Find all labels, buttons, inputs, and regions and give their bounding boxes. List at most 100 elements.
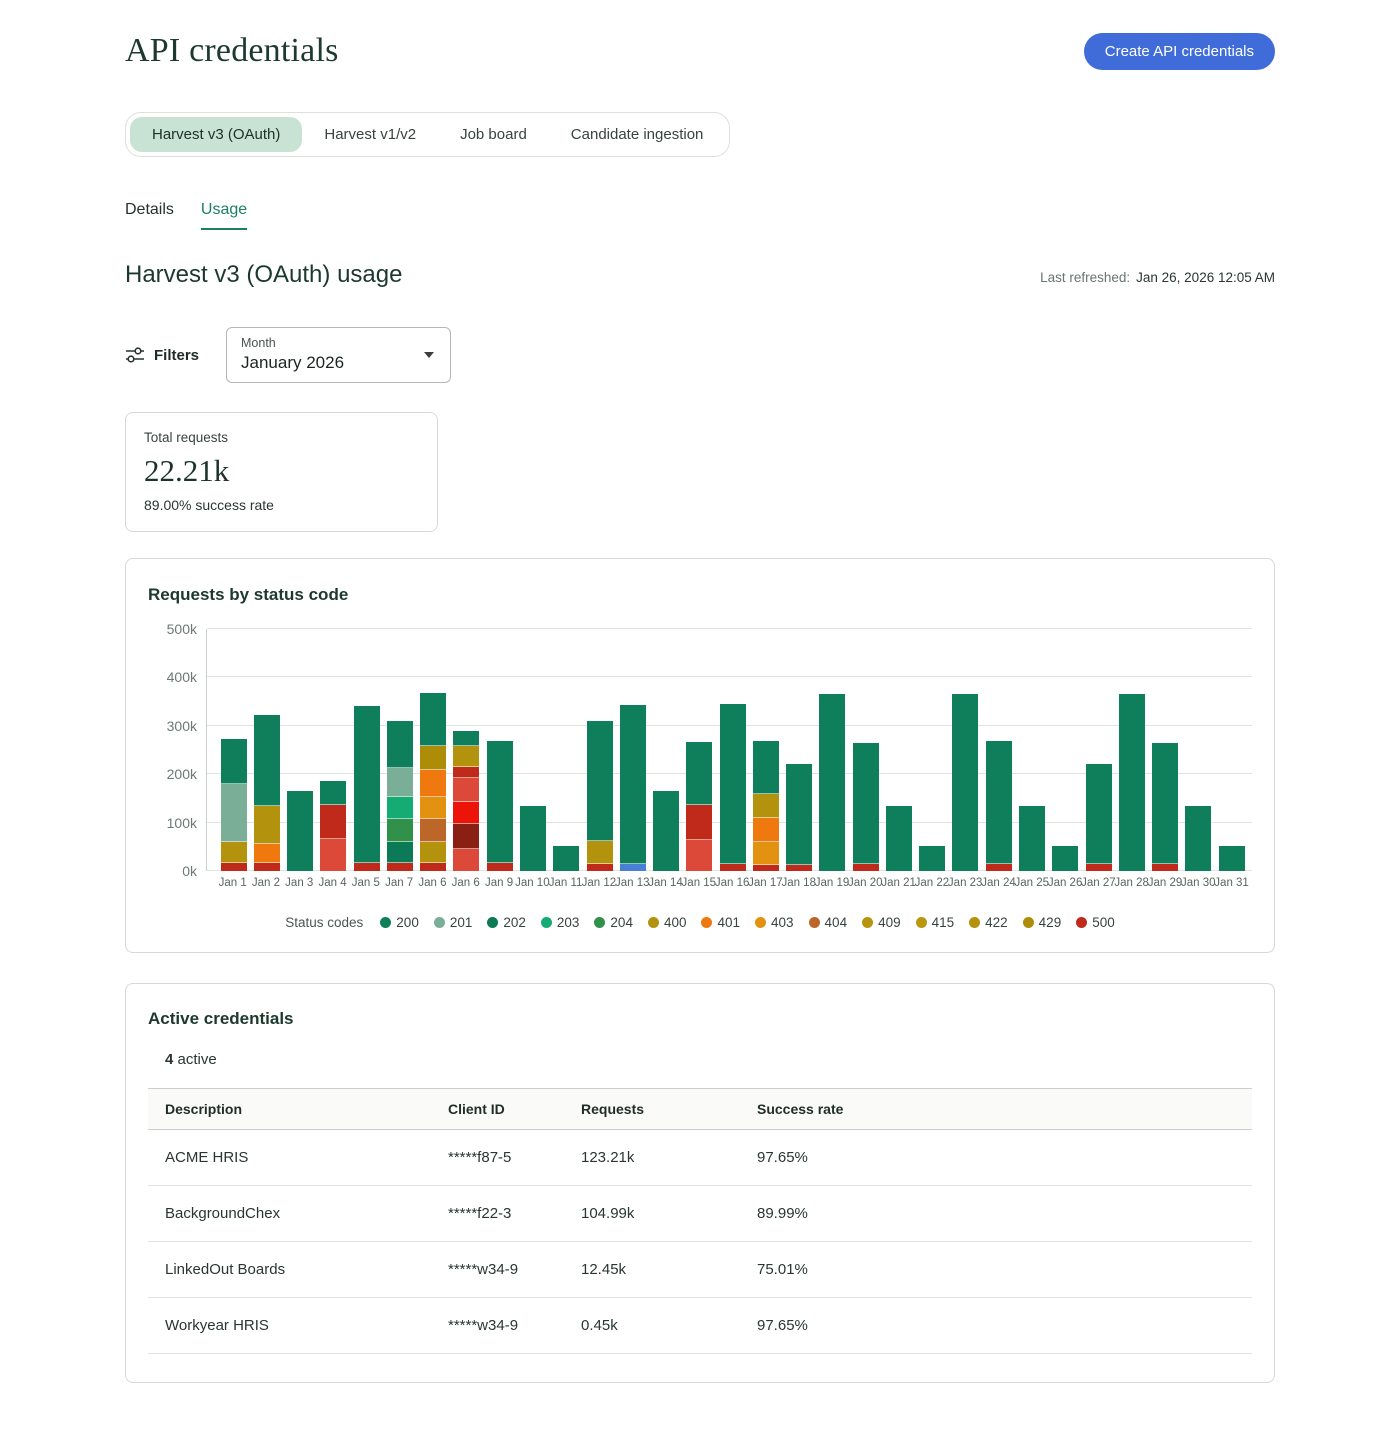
bar-segment-200[interactable] bbox=[985, 741, 1012, 864]
tab-candidate-ingestion[interactable]: Candidate ingestion bbox=[570, 126, 704, 143]
bar-segment-200[interactable] bbox=[719, 704, 746, 864]
bar-segment-500L[interactable] bbox=[686, 839, 713, 871]
bar-segment-200[interactable] bbox=[553, 845, 580, 871]
bar-segment-202[interactable] bbox=[386, 842, 413, 863]
bar-segment-200[interactable] bbox=[586, 720, 613, 841]
create-api-credentials-button[interactable]: Create API credentials bbox=[1083, 32, 1275, 70]
bar-jan-18[interactable] bbox=[786, 764, 813, 871]
tab-usage[interactable]: Usage bbox=[200, 201, 248, 230]
bar-segment-500[interactable] bbox=[486, 862, 513, 871]
bar-segment-400[interactable] bbox=[253, 805, 280, 845]
bar-jan-3[interactable] bbox=[287, 790, 314, 871]
bar-jan-13[interactable] bbox=[619, 705, 646, 871]
bar-segment-200[interactable] bbox=[919, 845, 946, 871]
bar-segment-401[interactable] bbox=[752, 818, 779, 843]
bar-jan-6[interactable] bbox=[453, 731, 480, 871]
bar-segment-204[interactable] bbox=[386, 819, 413, 843]
bar-segment-500[interactable] bbox=[586, 863, 613, 871]
bar-jan-15[interactable] bbox=[686, 741, 713, 871]
bar-segment-429[interactable] bbox=[420, 746, 447, 771]
bar-jan-9[interactable] bbox=[486, 741, 513, 871]
bar-jan-31[interactable] bbox=[1218, 845, 1245, 871]
bar-segment-500[interactable] bbox=[985, 863, 1012, 871]
bar-segment-200[interactable] bbox=[353, 706, 380, 863]
bar-segment-500[interactable] bbox=[1152, 863, 1179, 871]
legend-item-401[interactable]: 401 bbox=[701, 915, 740, 930]
bar-segment-200[interactable] bbox=[520, 805, 547, 871]
bar-segment-200[interactable] bbox=[453, 731, 480, 746]
bar-jan-30[interactable] bbox=[1185, 805, 1212, 871]
bar-segment-200[interactable] bbox=[1218, 845, 1245, 871]
bar-jan-14[interactable] bbox=[653, 790, 680, 871]
tab-harvest-v3-oauth[interactable]: Harvest v3 (OAuth) bbox=[130, 117, 303, 152]
legend-item-429[interactable]: 429 bbox=[1022, 915, 1061, 930]
legend-item-403[interactable]: 403 bbox=[755, 915, 794, 930]
legend-item-200[interactable]: 200 bbox=[380, 915, 419, 930]
bar-segment-200[interactable] bbox=[1185, 805, 1212, 871]
bar-segment-500[interactable] bbox=[386, 862, 413, 871]
bar-segment-500[interactable] bbox=[253, 862, 280, 871]
bar-jan-21[interactable] bbox=[885, 805, 912, 871]
bar-segment-200[interactable] bbox=[653, 790, 680, 871]
bar-jan-20[interactable] bbox=[852, 742, 879, 871]
legend-item-415[interactable]: 415 bbox=[915, 915, 954, 930]
bar-segment-500D[interactable] bbox=[453, 824, 480, 850]
legend-item-400[interactable]: 400 bbox=[647, 915, 686, 930]
bar-segment-200[interactable] bbox=[619, 705, 646, 864]
bar-segment-200[interactable] bbox=[1019, 805, 1045, 871]
legend-item-409[interactable]: 409 bbox=[862, 915, 901, 930]
legend-item-204[interactable]: 204 bbox=[594, 915, 633, 930]
bar-jan-5[interactable] bbox=[353, 706, 380, 871]
legend-item-202[interactable]: 202 bbox=[487, 915, 526, 930]
bar-segment-500[interactable] bbox=[752, 865, 779, 871]
bar-jan-16[interactable] bbox=[719, 704, 746, 871]
bar-segment-200[interactable] bbox=[420, 693, 447, 747]
bar-segment-201[interactable] bbox=[220, 784, 247, 843]
bar-segment-200[interactable] bbox=[386, 720, 413, 769]
bar-jan-29[interactable] bbox=[1152, 742, 1179, 871]
bar-segment-201[interactable] bbox=[386, 768, 413, 798]
bar-segment-400[interactable] bbox=[453, 745, 480, 768]
bar-segment-500[interactable] bbox=[786, 865, 813, 871]
bar-jan-19[interactable] bbox=[819, 694, 846, 871]
legend-item-201[interactable]: 201 bbox=[433, 915, 472, 930]
bar-segment-OTHER[interactable] bbox=[619, 863, 646, 871]
bar-jan-12[interactable] bbox=[586, 720, 613, 871]
bar-segment-500[interactable] bbox=[453, 767, 480, 779]
bar-segment-200[interactable] bbox=[852, 742, 879, 864]
bar-segment-200[interactable] bbox=[253, 715, 280, 806]
bar-segment-500[interactable] bbox=[719, 863, 746, 871]
bar-jan-25[interactable] bbox=[1019, 805, 1045, 871]
bar-segment-500[interactable] bbox=[320, 805, 347, 840]
bar-segment-500[interactable] bbox=[420, 862, 447, 871]
tab-harvest-v1-v2[interactable]: Harvest v1/v2 bbox=[324, 126, 417, 143]
bar-segment-500L[interactable] bbox=[320, 839, 347, 871]
bar-jan-6[interactable] bbox=[420, 693, 447, 871]
bar-jan-1[interactable] bbox=[220, 738, 247, 871]
tab-details[interactable]: Details bbox=[125, 201, 174, 218]
bar-segment-200[interactable] bbox=[220, 738, 247, 785]
tab-job-board[interactable]: Job board bbox=[460, 126, 527, 143]
legend-item-404[interactable]: 404 bbox=[808, 915, 847, 930]
bar-segment-403[interactable] bbox=[420, 797, 447, 820]
bar-segment-500[interactable] bbox=[1085, 863, 1112, 871]
bar-jan-22[interactable] bbox=[919, 845, 946, 871]
bar-segment-500[interactable] bbox=[686, 805, 713, 840]
bar-segment-404[interactable] bbox=[420, 819, 447, 843]
bar-jan-4[interactable] bbox=[320, 781, 347, 871]
bar-jan-26[interactable] bbox=[1052, 845, 1079, 871]
legend-item-500[interactable]: 500 bbox=[1076, 915, 1115, 930]
bar-segment-400[interactable] bbox=[220, 842, 247, 863]
bar-segment-200[interactable] bbox=[819, 694, 846, 871]
bar-segment-200[interactable] bbox=[885, 805, 912, 871]
bar-segment-200[interactable] bbox=[952, 694, 979, 871]
bar-jan-23[interactable] bbox=[952, 694, 979, 871]
bar-segment-200[interactable] bbox=[786, 764, 813, 866]
bar-segment-200[interactable] bbox=[752, 741, 779, 794]
bar-jan-27[interactable] bbox=[1085, 764, 1112, 871]
bar-segment-401[interactable] bbox=[420, 770, 447, 798]
bar-segment-200[interactable] bbox=[287, 790, 314, 871]
bar-segment-500L[interactable] bbox=[453, 778, 480, 803]
bar-jan-11[interactable] bbox=[553, 845, 580, 871]
bar-segment-403[interactable] bbox=[752, 842, 779, 866]
